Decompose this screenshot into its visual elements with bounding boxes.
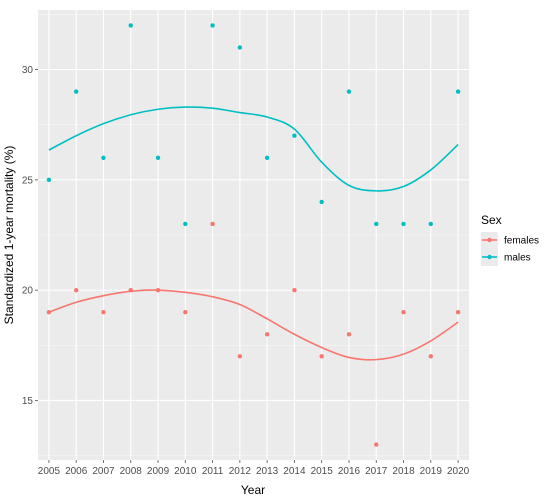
x-tick-label: 2005 [38,466,61,477]
data-point-females [428,354,434,359]
y-tick-label: 20 [22,286,34,297]
legend-point-males [487,254,492,260]
data-point-males [428,221,434,227]
x-tick-label: 2014 [283,466,306,477]
x-axis-title: Year [241,483,265,497]
data-point-males [155,155,161,160]
legend-title: Sex [481,213,502,227]
x-tick-label: 2015 [311,466,334,477]
data-point-males [73,89,79,94]
x-tick-label: 2019 [420,466,443,477]
data-point-females [155,287,161,293]
data-point-females [401,310,406,315]
legend-label-females: females [504,236,539,247]
x-tick-label: 2006 [65,466,88,477]
x-tick-label: 2011 [202,466,224,477]
data-point-males [128,23,133,28]
legend: Sex females males [481,213,539,266]
x-tick-label: 2008 [120,466,143,477]
x-tick-label: 2010 [174,466,197,477]
x-tick-label: 2016 [338,466,361,477]
y-tick-label: 30 [22,65,34,76]
x-tick-label: 2013 [256,466,279,477]
data-point-females [264,332,270,337]
data-point-males [183,221,188,227]
data-point-males [374,221,379,227]
data-point-males [292,133,297,138]
smooth-line-males [48,106,459,192]
data-point-males [319,199,324,205]
data-point-females [319,354,324,359]
legend-label-males: males [504,253,531,264]
y-tick-label: 15 [22,396,34,407]
data-point-females [346,332,352,337]
data-point-females [183,310,188,315]
data-point-males [346,89,352,94]
data-point-males [46,177,52,183]
data-point-females [101,310,106,315]
grid-major [38,10,469,460]
y-axis-title: Standardized 1-year mortality (%) [2,146,16,325]
smooth-lines [48,106,459,361]
data-point-females [128,287,133,293]
x-tick-label: 2012 [229,466,252,477]
smooth-line-females [48,289,459,361]
data-point-males [237,45,243,50]
x-tick-label: 2007 [92,466,115,477]
grid-minor [38,14,469,456]
data-point-males [401,221,406,227]
axes: 15 20 25 30 2005 2006 2007 2008 2009 2010 2011 2012… [22,65,470,477]
data-point-females [455,310,461,315]
data-point-females [210,221,215,227]
x-tick-label: 2017 [365,466,388,477]
x-tick-label: 2020 [447,466,470,477]
x-tick-label: 2018 [392,466,415,477]
data-point-males [264,155,270,160]
data-point-females [46,310,52,315]
data-point-females [374,442,379,447]
data-point-males [210,23,215,28]
legend-point-females [487,237,492,243]
data-point-females [237,354,243,359]
data-point-females [73,287,79,293]
y-tick-label: 25 [22,175,34,186]
points [46,23,461,447]
data-point-males [455,89,461,94]
x-tick-label: 2009 [147,466,170,477]
data-point-females [292,287,297,293]
data-point-males [101,155,106,160]
